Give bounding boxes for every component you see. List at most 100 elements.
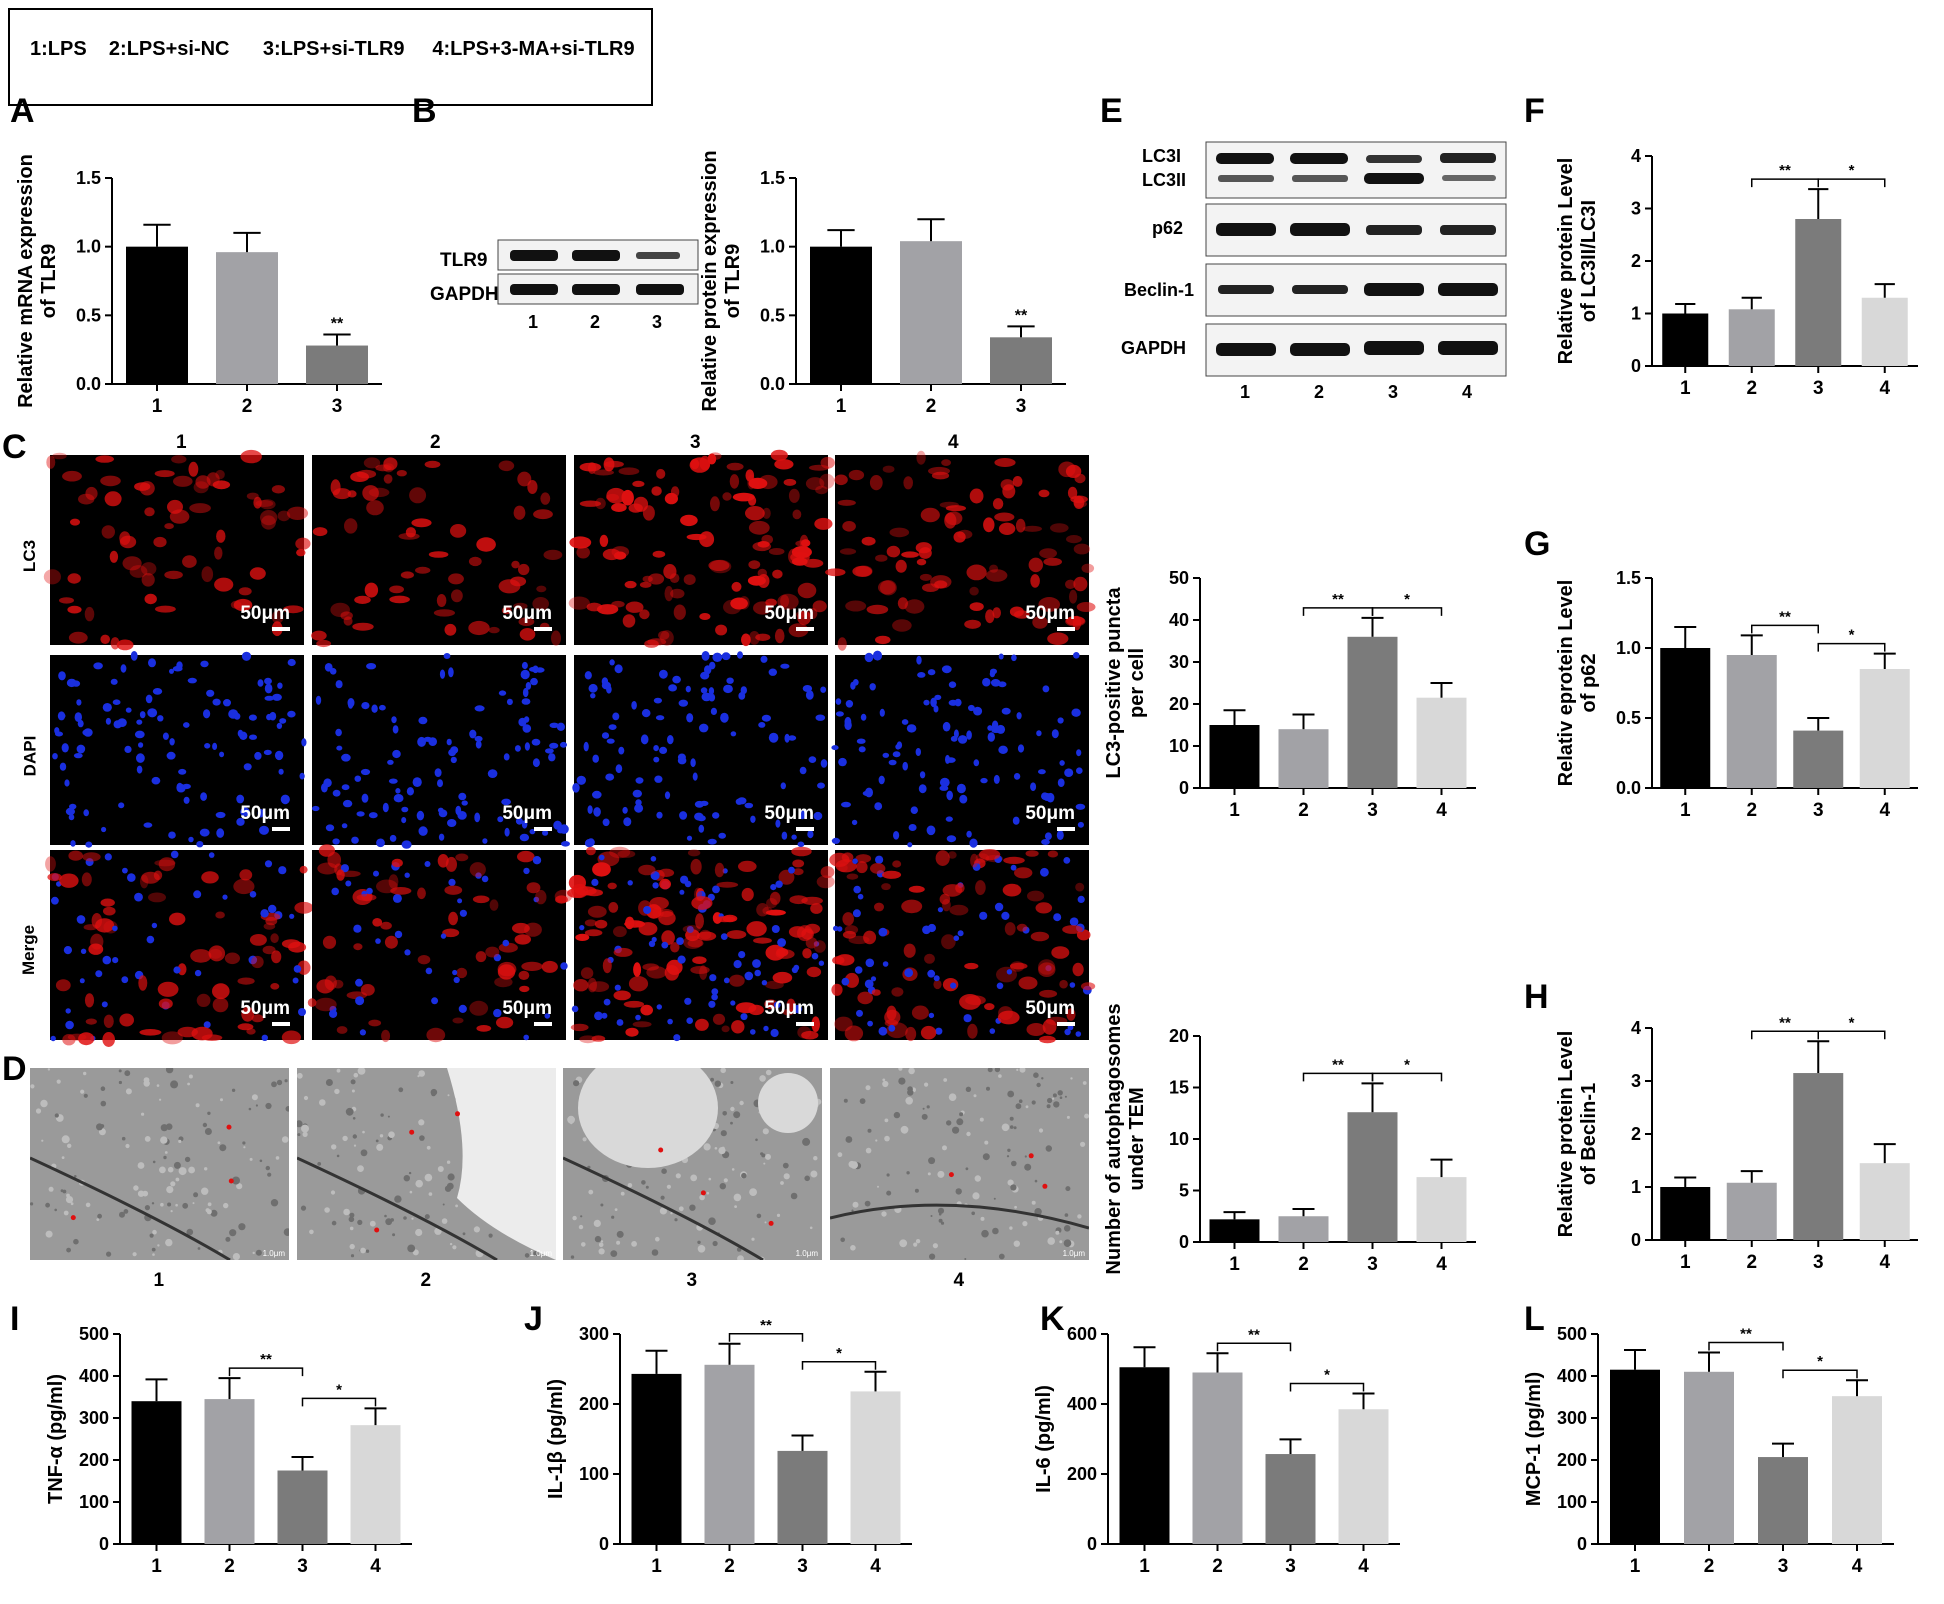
bar	[1209, 725, 1260, 788]
blot-row-label: p62	[1152, 218, 1184, 238]
micro-image-dapi-3: 50μm	[572, 651, 828, 848]
blot-lane-label: 3	[652, 312, 663, 332]
tem-image-3: 1.0μm	[563, 1068, 822, 1260]
micro-col-label: 3	[690, 432, 701, 453]
scale-bar: 50μm	[240, 603, 290, 631]
bar	[1684, 1371, 1734, 1544]
y-tick-label: 15	[1169, 1078, 1189, 1098]
x-tick-label: 1	[152, 396, 163, 417]
y-tick-label: 0.0	[760, 374, 785, 394]
bar	[126, 246, 188, 384]
y-tick-label: 4	[1631, 1018, 1641, 1038]
group-legend-text: 1:LPS 2:LPS+si-NC 3:LPS+si-TLR9 4:LPS+3-…	[30, 38, 635, 60]
y-axis-label: Relative mRNA expressionof TLR9	[15, 154, 60, 408]
panel-label-b: B	[412, 92, 437, 130]
x-tick-label: 2	[242, 396, 253, 417]
y-tick-label: 200	[1557, 1450, 1587, 1470]
y-tick-label: 200	[579, 1394, 609, 1414]
y-axis-label: IL-6 (pg/ml)	[1033, 1385, 1055, 1493]
significance-bracket	[1817, 1030, 1886, 1040]
significance-label: **	[760, 1317, 772, 1334]
significance-label: *	[336, 1381, 342, 1398]
x-tick-label: 3	[1016, 396, 1027, 417]
scale-bar-label: 50μm	[502, 803, 552, 824]
bar	[1278, 1216, 1329, 1242]
tem-scale-bar-label: 1.0μm	[795, 1249, 818, 1258]
y-axis-label: TNF-α (pg/ml)	[45, 1374, 67, 1504]
x-tick-label: 4	[1879, 378, 1890, 399]
significance-label: **	[1332, 1056, 1344, 1073]
y-axis-label: IL-1β (pg/ml)	[545, 1379, 567, 1499]
y-tick-label: 0	[1631, 356, 1641, 376]
bar	[1338, 1409, 1389, 1544]
x-tick-label: 2	[1298, 1254, 1309, 1275]
x-tick-label: 3	[1813, 1252, 1824, 1273]
tem-col-label: 1	[153, 1270, 165, 1291]
y-tick-label: 0	[1577, 1534, 1587, 1554]
significance-bracket	[1751, 624, 1819, 634]
tem-scale-bar-label: 1.0μm	[1062, 1249, 1085, 1258]
x-tick-label: 3	[1813, 378, 1824, 399]
micro-col-label: 4	[948, 432, 959, 453]
bar	[1726, 655, 1777, 788]
significance-label: **	[1015, 307, 1028, 324]
bar	[1859, 1163, 1910, 1240]
significance-bracket	[301, 1397, 377, 1407]
tem-image-1: 1.0μm	[30, 1068, 289, 1260]
bar	[900, 241, 962, 384]
blot-row-label: GAPDH	[1121, 338, 1187, 358]
x-tick-label: 1	[1139, 1556, 1150, 1577]
y-axis-label: MCP-1 (pg/ml)	[1523, 1372, 1545, 1506]
significance-label: **	[1779, 1014, 1791, 1031]
bar	[1347, 1112, 1398, 1242]
significance-bracket	[1708, 1341, 1784, 1351]
western-blot-b: TLR9 GAPDH 1 2 3	[430, 236, 700, 346]
blot-lane-label: 3	[1388, 382, 1399, 402]
panel-label-f: F	[1524, 92, 1545, 130]
blot-row-label: LC3I	[1142, 146, 1182, 166]
micro-image-dapi-4: 50μm	[831, 650, 1089, 848]
panel-label-j: J	[524, 1300, 543, 1338]
bar	[1192, 1372, 1243, 1544]
scale-bar-label: 50μm	[502, 603, 552, 624]
panel-label-g: G	[1524, 525, 1551, 563]
panel-label-a: A	[10, 92, 35, 130]
y-tick-label: 500	[1557, 1324, 1587, 1344]
x-tick-label: 2	[724, 1556, 735, 1577]
bar	[216, 252, 278, 384]
scale-bar-label: 50μm	[240, 603, 290, 624]
x-tick-label: 2	[1704, 1556, 1715, 1577]
scale-bar-label: 50μm	[764, 998, 814, 1019]
scale-bar-label: 50μm	[1025, 603, 1075, 624]
scale-bar-label: 50μm	[240, 998, 290, 1019]
y-tick-label: 0.5	[760, 305, 785, 325]
significance-label: *	[836, 1345, 842, 1362]
y-tick-label: 5	[1179, 1181, 1189, 1201]
bar	[777, 1450, 828, 1544]
bar-chart-b: 0.0 0.5 1.0 1.5 1 2 3 ** Relative protein expres…	[699, 150, 1066, 417]
y-tick-label: 4	[1631, 146, 1641, 166]
scale-bar: 50μm	[502, 603, 552, 631]
y-tick-label: 10	[1169, 1129, 1189, 1149]
x-tick-label: 1	[1680, 800, 1691, 821]
tem-col-label: 2	[420, 1270, 432, 1291]
x-tick-label: 3	[297, 1556, 308, 1577]
significance-bracket	[1817, 642, 1886, 652]
micro-row-label: Merge	[19, 924, 39, 976]
group-legend-box: 1:LPS 2:LPS+si-NC 3:LPS+si-TLR9 4:LPS+3-…	[8, 8, 653, 106]
bar	[1660, 648, 1711, 788]
tem-image-4: 1.0μm	[830, 1068, 1089, 1260]
y-tick-label: 20	[1169, 694, 1189, 714]
y-tick-label: 1.5	[76, 168, 101, 188]
bar	[1265, 1454, 1316, 1544]
x-tick-label: 4	[1852, 1556, 1863, 1577]
blot-lane-label: 2	[1314, 382, 1325, 402]
tem-scale-bar-label: 1.0μm	[529, 1249, 552, 1258]
micro-image-lc3-3: 50μm	[568, 449, 835, 648]
x-tick-label: 3	[1367, 800, 1378, 821]
y-tick-label: 600	[1067, 1324, 1097, 1344]
y-axis-label: Number of autophagosomesunder TEM	[1103, 1003, 1148, 1274]
